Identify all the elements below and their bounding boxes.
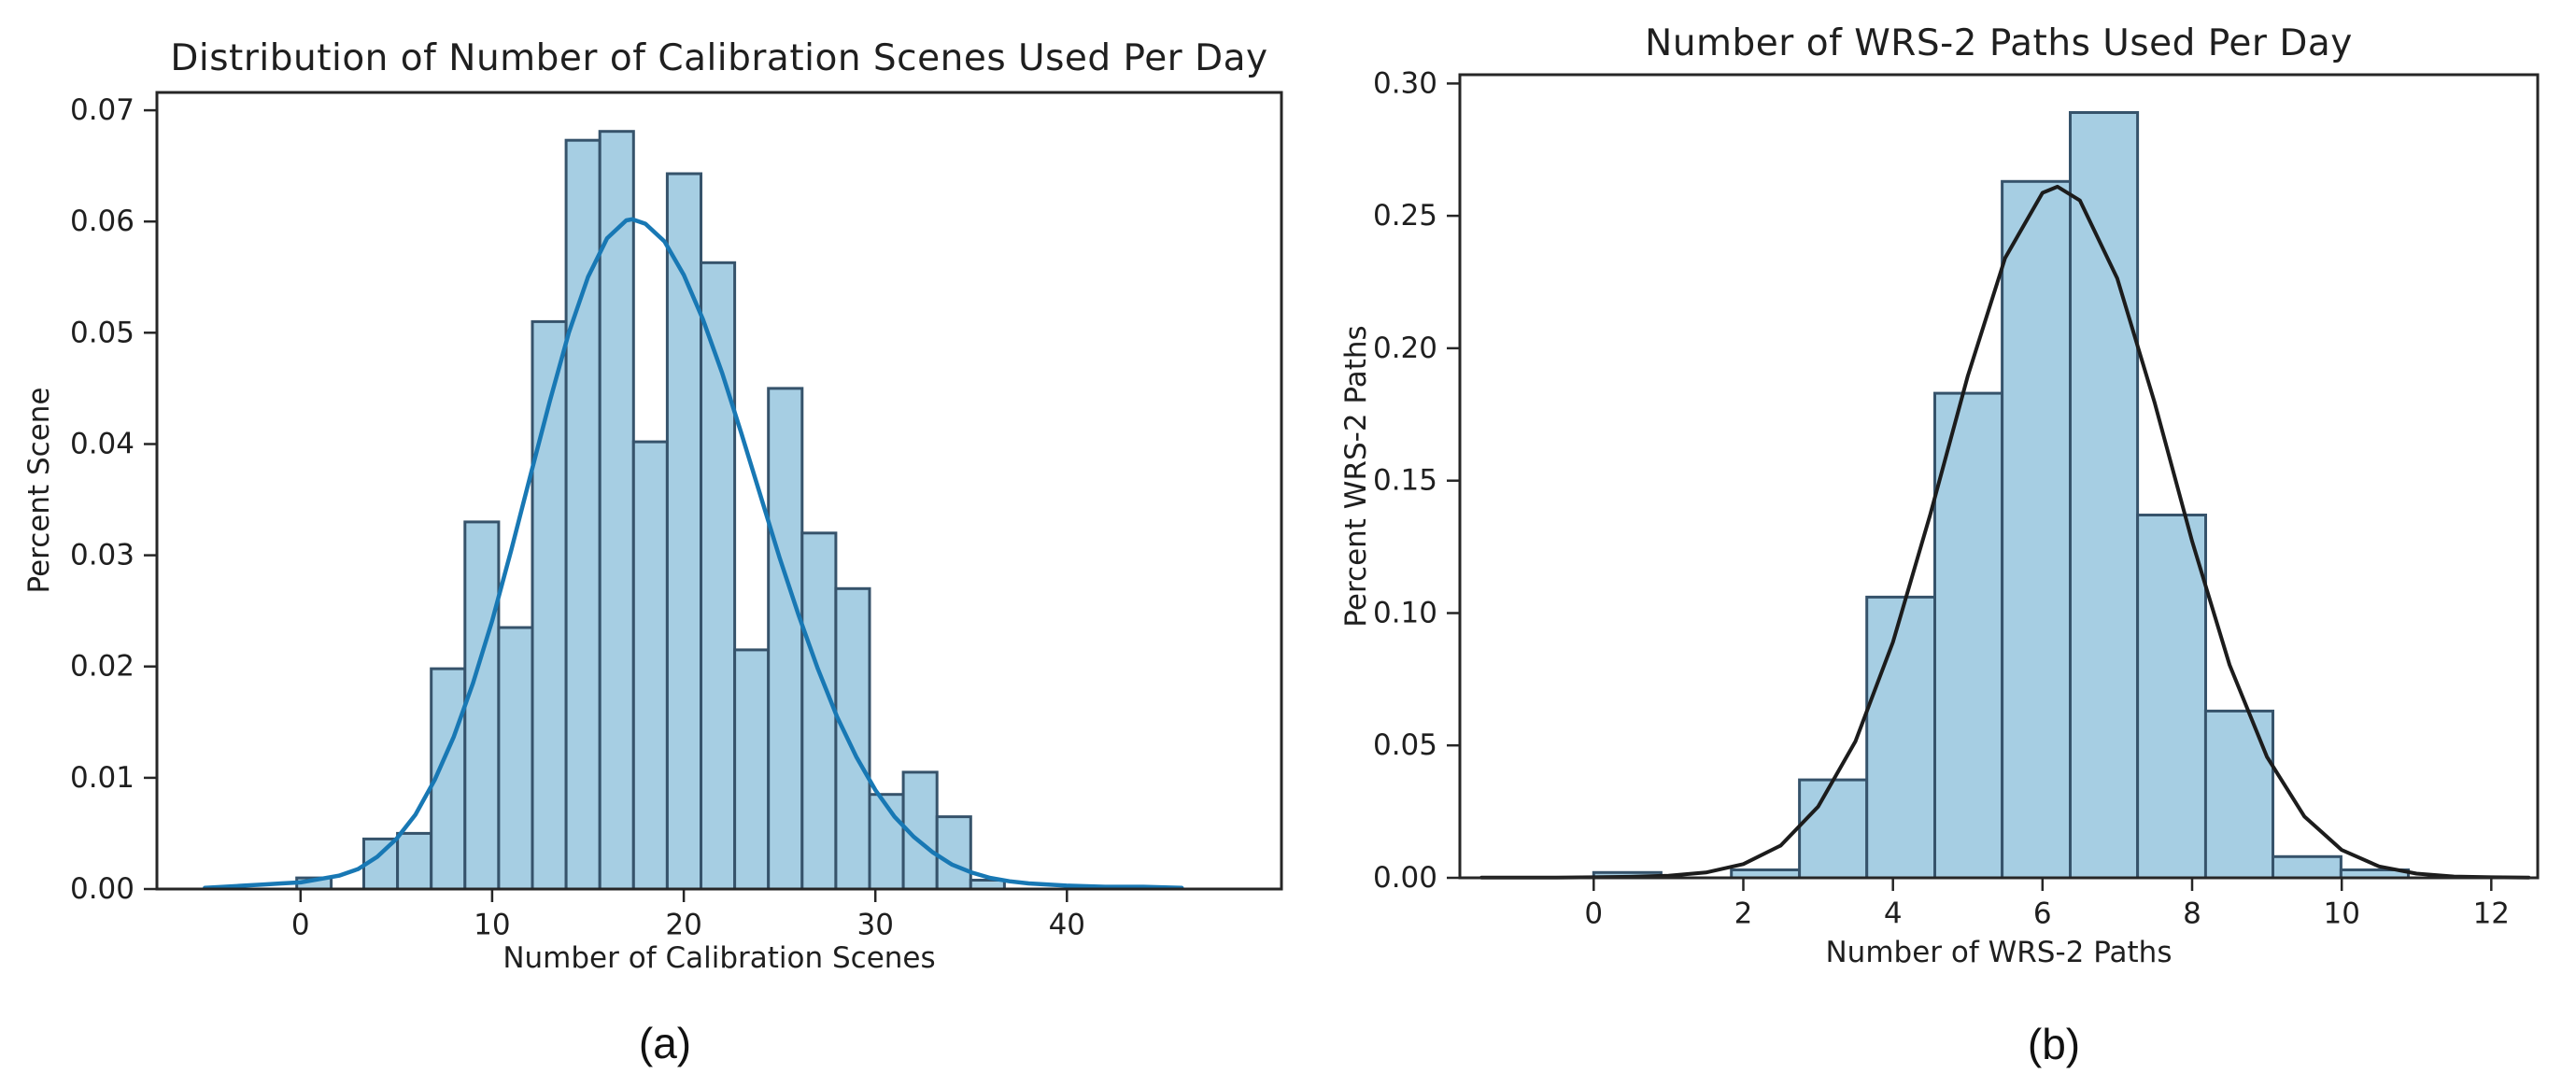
- histogram-bar: [531, 319, 568, 891]
- plot-frame: [155, 91, 1283, 891]
- x-tick-label: 10: [2323, 896, 2359, 930]
- histogram-bar: [834, 586, 871, 891]
- y-tick-label: 0.00: [1373, 861, 1437, 895]
- x-tick-label: 30: [856, 908, 893, 941]
- histogram-bar: [767, 387, 804, 891]
- y-tick-label: 0.05: [70, 316, 134, 349]
- plot-frame: [1458, 73, 2540, 880]
- y-tick-label: 0.25: [1373, 199, 1437, 233]
- y-tick-label: 0.15: [1373, 464, 1437, 498]
- y-tick-label: 0.02: [70, 650, 134, 684]
- panel-caption-b: (b): [2027, 1020, 2081, 1068]
- x-tick-label: 20: [665, 908, 701, 941]
- x-tick-label: 0: [1584, 896, 1603, 930]
- panel-caption-a: (a): [638, 1019, 692, 1067]
- y-axis-label-b: Percent WRS-2 Paths: [1339, 325, 1373, 628]
- x-axis-label-a: Number of Calibration Scenes: [502, 941, 936, 975]
- y-tick-label: 0.03: [70, 539, 134, 572]
- y-tick-label: 0.00: [70, 872, 134, 906]
- chart-title-a: Distribution of Number of Calibration Sc…: [170, 37, 1268, 79]
- y-tick-label: 0.20: [1373, 332, 1437, 365]
- y-tick-label: 0.04: [70, 428, 134, 461]
- histogram-bar: [2272, 854, 2342, 880]
- x-tick-label: 6: [2033, 896, 2052, 930]
- normal-fit-curve: [1479, 184, 2531, 880]
- y-tick-label: 0.30: [1373, 66, 1437, 100]
- histogram-bar: [1865, 595, 1937, 880]
- x-axis-label-b: Number of WRS-2 Paths: [1825, 936, 2173, 969]
- x-tick-label: 10: [474, 908, 510, 941]
- chart-title-b: Number of WRS-2 Paths Used Per Day: [1645, 22, 2353, 64]
- histogram-bar: [1798, 778, 1869, 880]
- histogram-bar: [2001, 179, 2073, 880]
- histogram-bar: [2203, 709, 2274, 880]
- y-tick-label: 0.01: [70, 761, 134, 795]
- histogram-bar: [2136, 514, 2208, 880]
- histogram-bar: [2069, 111, 2140, 880]
- histogram-bar: [1933, 391, 2004, 880]
- kde-curve: [203, 217, 1184, 891]
- x-tick-label: 40: [1049, 908, 1085, 941]
- x-tick-label: 12: [2473, 896, 2510, 930]
- histogram-bar: [800, 531, 838, 891]
- y-tick-label: 0.06: [70, 205, 134, 238]
- histogram-bar: [631, 440, 669, 891]
- x-tick-label: 8: [2183, 896, 2201, 930]
- y-tick-label: 0.07: [70, 93, 134, 127]
- y-tick-label: 0.05: [1373, 728, 1437, 762]
- x-tick-label: 4: [1884, 896, 1903, 930]
- histogram-bar: [935, 815, 972, 891]
- y-tick-label: 0.10: [1373, 597, 1437, 630]
- x-tick-label: 0: [291, 908, 310, 941]
- x-tick-label: 2: [1734, 896, 1753, 930]
